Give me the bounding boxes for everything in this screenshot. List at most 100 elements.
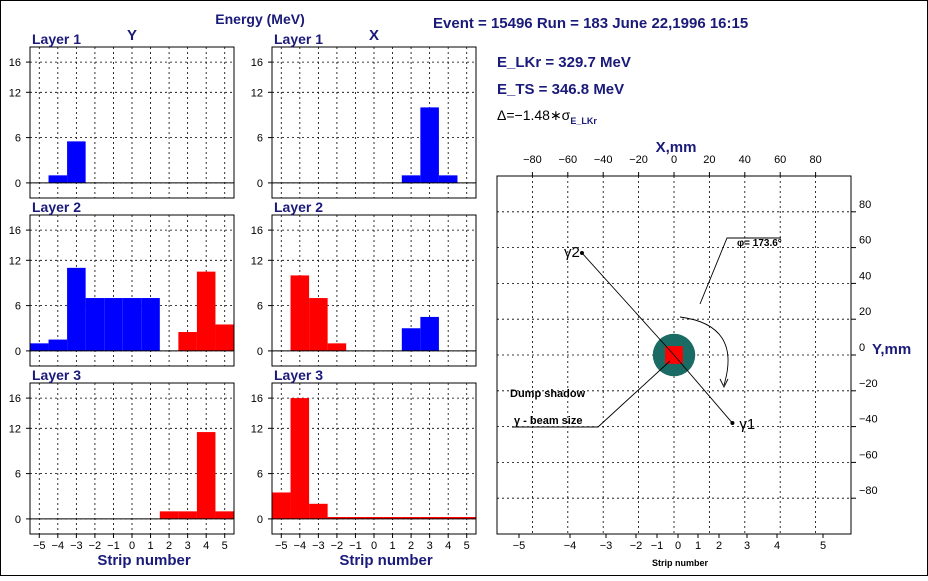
y-tick-label: 0 xyxy=(257,514,263,526)
gamma-point xyxy=(730,421,735,426)
bar-red-2 xyxy=(196,432,216,519)
x-tick-label: −3 xyxy=(70,540,83,552)
y-tick-label: 6 xyxy=(257,133,263,145)
bar-blue-1 xyxy=(67,141,86,183)
bottom-tick-label: 4 xyxy=(774,540,780,552)
top-tick-label: 80 xyxy=(809,154,821,166)
bottom-tick-label: −2 xyxy=(630,540,643,552)
x-tick-label: 5 xyxy=(464,540,470,552)
bar-red-1 xyxy=(178,511,197,519)
y-tick-label: 0 xyxy=(257,178,263,190)
dump-shadow-label: Dump shadow xyxy=(510,388,586,400)
bar-red-0 xyxy=(290,275,310,351)
y-mm-axis-label: Y,mm xyxy=(872,341,911,358)
bar-blue-1 xyxy=(420,316,439,351)
x-tick-label: 4 xyxy=(203,540,209,552)
bar-blue-5 xyxy=(122,298,142,351)
right-tick-label: 20 xyxy=(859,306,871,318)
x-tick-label: 0 xyxy=(371,540,377,552)
bar-red-4 xyxy=(346,517,365,519)
panel-frame xyxy=(29,214,235,367)
x-tick-label: −5 xyxy=(275,540,288,552)
bottom-tick-label: 0 xyxy=(675,540,681,552)
bottom-tick-label: −4 xyxy=(564,540,577,552)
phi-label: φ= 173.6° xyxy=(737,238,782,249)
bar-blue-6 xyxy=(141,298,160,351)
e-lkr-readout: E_LKr = 329.7 MeV xyxy=(497,54,631,71)
y-tick-label: 12 xyxy=(251,87,263,99)
bar-red-5 xyxy=(364,517,384,519)
x-tick-label: −2 xyxy=(89,540,102,552)
right-tick-label: 80 xyxy=(859,199,871,211)
bar-red-1 xyxy=(309,298,328,351)
right-tick-label: 0 xyxy=(859,342,865,354)
phi-leader xyxy=(699,237,781,305)
top-tick-label: −60 xyxy=(558,154,577,166)
y-tick-label: 6 xyxy=(257,469,263,481)
x-tick-label: −1 xyxy=(349,540,362,552)
layer-title: Layer 3 xyxy=(274,367,323,383)
y-tick-label: 16 xyxy=(251,225,263,237)
x-mm-axis-label: X,mm xyxy=(656,139,697,156)
x-tick-label: 2 xyxy=(408,540,414,552)
bar-blue-1 xyxy=(48,339,68,351)
y-tick-label: 6 xyxy=(257,301,263,313)
layer-title: Layer 2 xyxy=(274,199,323,215)
beam-size-leader xyxy=(512,360,671,428)
top-tick-label: −40 xyxy=(594,154,613,166)
y-tick-label: 16 xyxy=(9,393,21,405)
event-info: Event = 15496 Run = 183 June 22,1996 16:… xyxy=(433,15,748,32)
x-tick-label: 0 xyxy=(129,540,135,552)
gamma1-line xyxy=(673,354,733,424)
gamma2-line xyxy=(581,252,675,356)
bar-blue-2 xyxy=(67,267,86,351)
x-tick-label: 3 xyxy=(185,540,191,552)
phi-arc-arrowhead xyxy=(719,378,729,389)
bar-red-2 xyxy=(309,503,328,519)
bar-red-3 xyxy=(215,511,234,519)
right-tick-label: 60 xyxy=(859,235,871,247)
y-tick-label: 6 xyxy=(15,301,21,313)
bar-red-2 xyxy=(327,343,347,351)
bottom-tick-label: −1 xyxy=(651,540,664,552)
bar-blue-0 xyxy=(30,343,49,351)
gamma1-label: γ1 xyxy=(739,416,755,433)
y-tick-label: 16 xyxy=(251,393,263,405)
top-tick-label: 40 xyxy=(739,154,751,166)
bar-red-1 xyxy=(196,271,216,351)
y-tick-label: 0 xyxy=(15,514,21,526)
bar-blue-0 xyxy=(48,175,68,183)
y-tick-label: 6 xyxy=(15,133,21,145)
y-tick-label: 0 xyxy=(257,346,263,358)
bottom-tick-label: −5 xyxy=(513,540,526,552)
bar-red-0 xyxy=(272,492,291,519)
column-label-x: X xyxy=(369,27,379,44)
bar-blue-4 xyxy=(104,298,123,351)
bar-red-2 xyxy=(215,324,234,351)
panel-frame xyxy=(29,46,235,199)
bar-blue-2 xyxy=(438,175,458,183)
top-tick-label: 0 xyxy=(671,154,677,166)
column-label-y: Y xyxy=(127,27,137,44)
top-tick-label: −80 xyxy=(523,154,542,166)
x-axis-label: Strip number xyxy=(97,552,191,569)
y-tick-label: 12 xyxy=(9,255,21,267)
layer-title: Layer 3 xyxy=(32,367,81,383)
right-tick-label: 40 xyxy=(859,270,871,282)
y-tick-label: 12 xyxy=(251,423,263,435)
beam-size-label: γ - beam size xyxy=(514,415,582,427)
bar-red-0 xyxy=(159,511,179,519)
gamma2-label: γ2 xyxy=(564,244,580,261)
y-tick-label: 0 xyxy=(15,178,21,190)
phi-arc xyxy=(679,316,729,386)
x-tick-label: −3 xyxy=(312,540,325,552)
y-tick-label: 6 xyxy=(15,469,21,481)
bar-blue-0 xyxy=(401,328,421,351)
panel-frame xyxy=(271,214,477,367)
right-tick-label: −80 xyxy=(859,485,878,497)
x-tick-label: 3 xyxy=(427,540,433,552)
